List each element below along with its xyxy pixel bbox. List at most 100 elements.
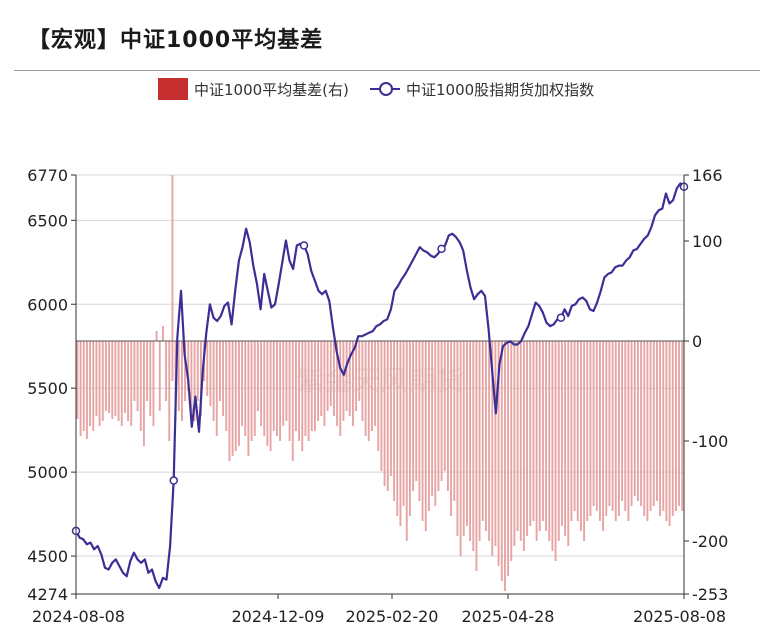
basis-bar <box>554 341 557 561</box>
basis-bar <box>389 341 392 476</box>
basis-bar <box>355 341 358 411</box>
basis-bar <box>655 341 658 501</box>
x-tick-label: 2024-12-09 <box>232 607 325 626</box>
basis-bar <box>522 341 525 551</box>
basis-bar <box>418 341 421 501</box>
basis-bar <box>386 341 389 491</box>
basis-bar <box>244 341 247 436</box>
basis-bar <box>120 341 123 426</box>
basis-bar <box>345 341 348 411</box>
basis-bar <box>532 341 535 521</box>
basis-bar <box>177 341 180 411</box>
index-marker <box>169 476 178 485</box>
basis-bar <box>617 341 620 516</box>
basis-bar <box>643 341 646 516</box>
basis-bar <box>560 341 563 526</box>
right-tick-label: -100 <box>692 432 728 451</box>
basis-bar <box>421 341 424 521</box>
basis-bar <box>101 341 104 421</box>
basis-bar <box>541 341 544 521</box>
left-tick-label: 4500 <box>27 547 68 566</box>
basis-bar <box>266 341 269 446</box>
basis-bar <box>478 341 481 541</box>
basis-bar <box>320 341 323 416</box>
basis-bar <box>598 341 601 521</box>
basis-bar <box>317 341 320 421</box>
basis-bar <box>671 341 674 516</box>
basis-bar <box>171 341 174 381</box>
basis-bar <box>662 341 665 511</box>
basis-bar <box>538 341 541 531</box>
basis-bar <box>624 341 627 511</box>
index-marker <box>299 241 309 250</box>
right-tick-label: -200 <box>692 532 728 551</box>
basis-bar <box>605 341 608 516</box>
basis-bar <box>370 341 373 431</box>
x-tick-label: 2024-08-08 <box>32 607 125 626</box>
basis-bar <box>212 341 215 421</box>
basis-bar <box>678 341 681 506</box>
basis-bar <box>89 341 92 426</box>
basis-bar <box>570 341 573 521</box>
page-title: 【宏观】中证1000平均基差 <box>28 28 324 53</box>
basis-bar <box>114 341 117 416</box>
basis-bar <box>440 341 443 481</box>
basis-bar <box>443 341 446 471</box>
basis-bar <box>640 341 643 506</box>
basis-bar <box>434 341 437 506</box>
basis-bar <box>412 341 415 491</box>
basis-bar <box>95 341 98 416</box>
basis-bar <box>621 341 624 501</box>
basis-bar <box>526 341 529 536</box>
legend-bar-label: 中证1000平均基差(右) <box>194 80 349 99</box>
basis-bar <box>158 341 161 411</box>
basis-bar <box>155 331 158 341</box>
legend-line-swatch <box>370 78 400 100</box>
basis-bar <box>462 341 465 536</box>
basis-bar <box>548 341 551 541</box>
basis-bar <box>193 341 196 421</box>
basis-bar <box>161 326 164 341</box>
basis-bar <box>535 341 538 541</box>
basis-bar <box>465 341 468 526</box>
basis-bar <box>76 341 79 419</box>
basis-bar <box>152 341 155 426</box>
basis-bar <box>294 341 297 431</box>
basis-bar <box>215 341 218 436</box>
basis-bar <box>367 341 370 441</box>
basis-bar <box>592 341 595 506</box>
basis-bar <box>652 341 655 506</box>
basis-bar <box>139 341 142 431</box>
basis-bar <box>668 341 671 526</box>
basis-bar <box>291 341 294 461</box>
basis-bar <box>142 341 145 446</box>
basis-bar <box>348 341 351 416</box>
basis-bar <box>611 341 614 511</box>
basis-bar <box>503 341 506 591</box>
basis-bar <box>484 341 487 531</box>
basis-bar <box>405 341 408 541</box>
legend-bar-item[interactable]: 中证1000平均基差(右) <box>158 78 349 100</box>
basis-bar <box>313 341 316 431</box>
basis-bar <box>342 341 345 421</box>
basis-bar <box>456 341 459 536</box>
basis-bar <box>529 341 532 526</box>
basis-bar <box>304 341 307 436</box>
basis-bar <box>98 341 101 426</box>
basis-bar <box>589 341 592 516</box>
basis-bar <box>332 341 335 416</box>
basis-bar <box>564 341 567 536</box>
basis-bar <box>364 341 367 436</box>
basis-bar <box>665 341 668 521</box>
basis-bar <box>402 341 405 506</box>
basis-bar <box>358 341 361 401</box>
basis-bar <box>481 341 484 521</box>
basis-bar <box>427 341 430 511</box>
basis-bar <box>383 341 386 486</box>
legend-line-item[interactable]: 中证1000股指期货加权指数 <box>370 78 594 100</box>
basis-bar <box>510 341 513 561</box>
basis-bar <box>146 341 149 401</box>
basis-bar <box>228 341 231 461</box>
basis-bar <box>659 341 662 516</box>
basis-bar <box>168 341 171 441</box>
